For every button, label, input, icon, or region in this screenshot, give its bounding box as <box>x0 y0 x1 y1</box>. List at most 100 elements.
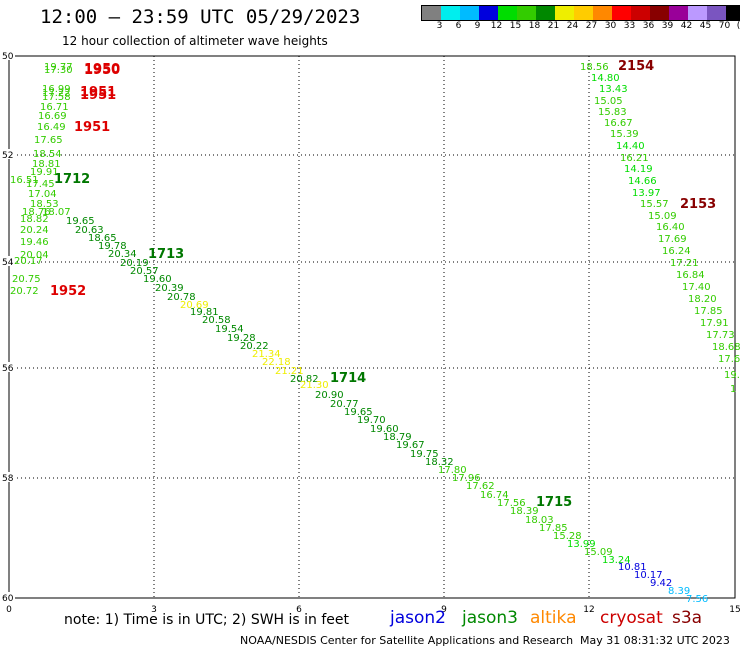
swh-reading-label: 14.19 <box>624 164 653 175</box>
swh-reading-label: 18.76 <box>22 207 51 218</box>
swh-reading-label: 13.97 <box>632 188 661 199</box>
swh-reading-label: 20.57 <box>130 266 159 277</box>
pass-time-label: 1714 <box>330 371 366 386</box>
swh-reading-label: 18.82 <box>20 214 49 225</box>
pass-time-label: 1715 <box>536 495 572 510</box>
swh-reading-label: 19.54 <box>215 324 244 335</box>
colorbar-label: 18 <box>528 21 541 31</box>
legend-jason2: jason2 <box>390 608 446 628</box>
swh-reading-label: 19.28 <box>227 333 256 344</box>
colorbar-swatch <box>574 6 593 20</box>
pass-time-label: 1951 <box>74 120 110 135</box>
colorbar-label: 45 <box>699 21 712 31</box>
swh-reading-label: 19.46 <box>20 237 49 248</box>
swh-reading-label: 19.75 <box>410 449 439 460</box>
colorbar-swatch <box>688 6 707 20</box>
swh-reading-label: 21.21 <box>275 366 304 377</box>
swh-reading-label: 19.78 <box>98 241 127 252</box>
swh-reading-label: 17.45 <box>26 179 55 190</box>
legend-s3a: s3a <box>672 608 703 628</box>
swh-reading-label: 10.17 <box>634 570 663 581</box>
swh-reading-label: 17.58 <box>42 92 71 103</box>
swh-reading-label: 16.21 <box>620 153 649 164</box>
swh-reading-label: 20.34 <box>108 249 137 260</box>
swh-reading-label: 15.28 <box>553 531 582 542</box>
lat-tick-label: 50 <box>2 52 14 62</box>
swh-reading-label: 16.67 <box>604 118 633 129</box>
swh-reading-label: 18.79 <box>383 432 412 443</box>
swh-reading-label: 19.65 <box>66 216 95 227</box>
legend-altika: altika <box>530 608 577 628</box>
swh-reading-label: 19.91 <box>30 167 59 178</box>
swh-reading-label: 13.24 <box>602 555 631 566</box>
swh-reading-label: 17.04 <box>28 189 57 200</box>
pass-time-label: 1712 <box>54 172 90 187</box>
legend-jason3: jason3 <box>462 608 518 628</box>
swh-reading-label: 20.22 <box>240 341 269 352</box>
colorbar-swatch <box>669 6 688 20</box>
colorbar-label: 27 <box>585 21 598 31</box>
colorbar-swatch <box>593 6 612 20</box>
colorbar-swatch <box>498 6 517 20</box>
map-frame <box>8 55 736 599</box>
swh-reading-label: 17.85 <box>539 523 568 534</box>
legend-cryosat: cryosat <box>600 608 663 628</box>
swh-reading-label: 16.71 <box>40 102 69 113</box>
swh-reading-label: 21.30 <box>300 380 329 391</box>
lon-tick-label: 15 <box>729 605 740 615</box>
pass-time-label: 2154 <box>618 59 654 74</box>
swh-reading-label: 16.49 <box>37 122 66 133</box>
colorbar-label: 3 <box>436 21 443 31</box>
wave-height-colorbar <box>421 5 740 21</box>
swh-reading-label: 15.05 <box>594 96 623 107</box>
colorbar-label: 70 <box>718 21 731 31</box>
swh-reading-label: 19.65 <box>344 407 373 418</box>
swh-reading-label: 7.56 <box>686 594 708 605</box>
pass-time-label: 1713 <box>148 247 184 262</box>
swh-reading-label: 17.21 <box>670 258 699 269</box>
swh-reading-label: 18.32 <box>425 457 454 468</box>
swh-reading-label: 16.51 <box>10 175 39 186</box>
colorbar-label: 21 <box>547 21 560 31</box>
lat-tick-label: 58 <box>2 474 14 484</box>
colorbar-label: 39 <box>661 21 674 31</box>
swh-reading-label: 17.80 <box>438 465 467 476</box>
swh-reading-label: 18.65 <box>88 233 117 244</box>
colorbar-label: 36 <box>642 21 655 31</box>
swh-reading-label: 15.09 <box>648 211 677 222</box>
swh-reading-label: 17.91 <box>700 318 729 329</box>
swh-reading-label: 1 <box>730 384 736 395</box>
lat-tick-label: 52 <box>2 151 13 161</box>
swh-reading-label: 15.57 <box>640 199 669 210</box>
swh-reading-label: 16.99 <box>42 84 71 95</box>
lon-tick-label: 12 <box>583 605 594 615</box>
swh-reading-label: 19.67 <box>396 440 425 451</box>
swh-reading-label: 18.39 <box>510 506 539 517</box>
swh-reading-label: 20.58 <box>202 315 231 326</box>
colorbar-label: 15 <box>509 21 522 31</box>
colorbar-swatch <box>555 6 574 20</box>
swh-reading-label: 10.81 <box>618 562 647 573</box>
swh-reading-label: 17.6 <box>718 354 740 365</box>
swh-reading-label: 17.22 <box>42 88 71 99</box>
swh-reading-label: 19.70 <box>357 415 386 426</box>
map-grid <box>8 55 736 599</box>
swh-reading-label: 17.56 <box>497 498 526 509</box>
swh-reading-label: 16.24 <box>662 246 691 257</box>
swh-reading-label: 19.60 <box>370 424 399 435</box>
units-note: note: 1) Time is in UTC; 2) SWH is in fe… <box>64 612 350 628</box>
colorbar-label: 6 <box>455 21 462 31</box>
swh-reading-label: 20.39 <box>155 283 184 294</box>
swh-reading-label: 15.83 <box>598 107 627 118</box>
swh-reading-label: 16.69 <box>38 111 67 122</box>
colorbar-swatch <box>726 6 740 20</box>
lon-tick-label: 9 <box>441 605 447 615</box>
swh-reading-label: 20.04 <box>20 250 49 261</box>
swh-reading-label: 19.60 <box>143 274 172 285</box>
colorbar-label: (ft) <box>736 21 740 31</box>
swh-reading-label: 13.43 <box>599 84 628 95</box>
swh-reading-label: 18.07 <box>42 207 71 218</box>
